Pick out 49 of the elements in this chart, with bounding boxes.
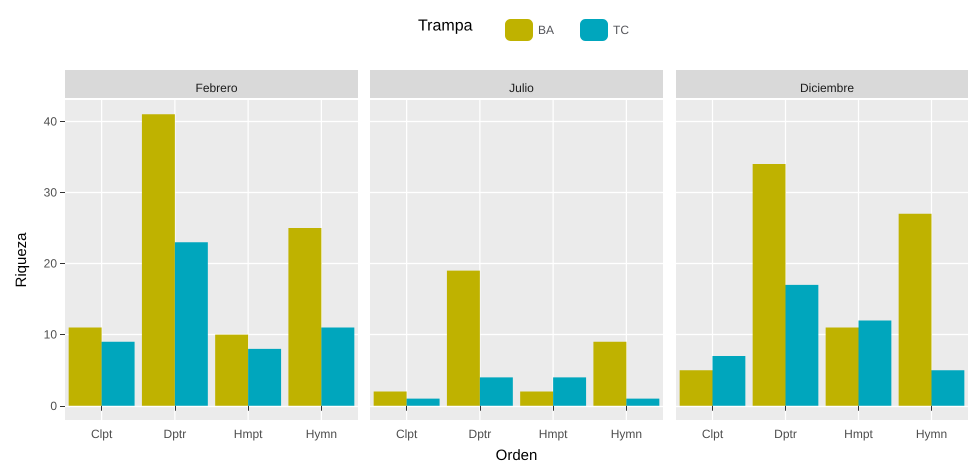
bar [712,356,746,406]
y-tick-label: 30 [44,185,58,200]
x-tick-label: Hmpt [538,427,568,441]
x-tick-label: Dptr [468,427,492,441]
x-tick-label: Hymn [610,427,642,441]
bar [288,228,322,406]
legend-label: TC [613,23,630,37]
bar [102,342,135,406]
y-tick-label: 10 [44,328,58,342]
y-axis-title: Riqueza [13,232,30,288]
bar [752,164,786,406]
bar [593,342,626,406]
legend-title: Trampa [418,18,473,34]
bar [248,348,282,406]
legend-label: BA [538,23,554,37]
chart-title: Febrero [195,81,238,95]
x-tick-label: Hmpt [234,427,264,441]
chart-title: Julio [509,81,534,95]
y-tick-label: 20 [44,256,58,271]
x-axis-title: Orden [496,447,538,464]
y-tick-label: 40 [44,114,58,128]
bar [321,328,354,406]
bar [553,377,586,406]
bar [374,392,407,406]
bar [446,270,480,406]
x-tick-label: Dptr [774,427,797,441]
bar [932,370,964,406]
bar [786,284,818,406]
y-tick-label: 0 [50,398,58,413]
bar [406,398,440,406]
bar [858,320,892,406]
x-tick-label: Hymn [916,427,948,441]
bar [480,377,513,406]
chart-title: Diciembre [800,81,854,95]
x-tick-label: Dptr [164,427,186,441]
bar [898,214,932,406]
bar [174,242,208,406]
bar [68,328,102,406]
x-tick-label: Clpt [90,427,113,441]
bar [142,114,175,406]
x-tick-label: Hymn [306,427,338,441]
x-tick-label: Hmpt [844,427,874,441]
bar [680,370,712,406]
x-tick-label: Clpt [396,427,418,441]
bar [520,392,554,406]
bar [215,334,248,406]
x-tick-label: Clpt [702,427,724,441]
bar [826,328,858,406]
bar [626,398,660,406]
